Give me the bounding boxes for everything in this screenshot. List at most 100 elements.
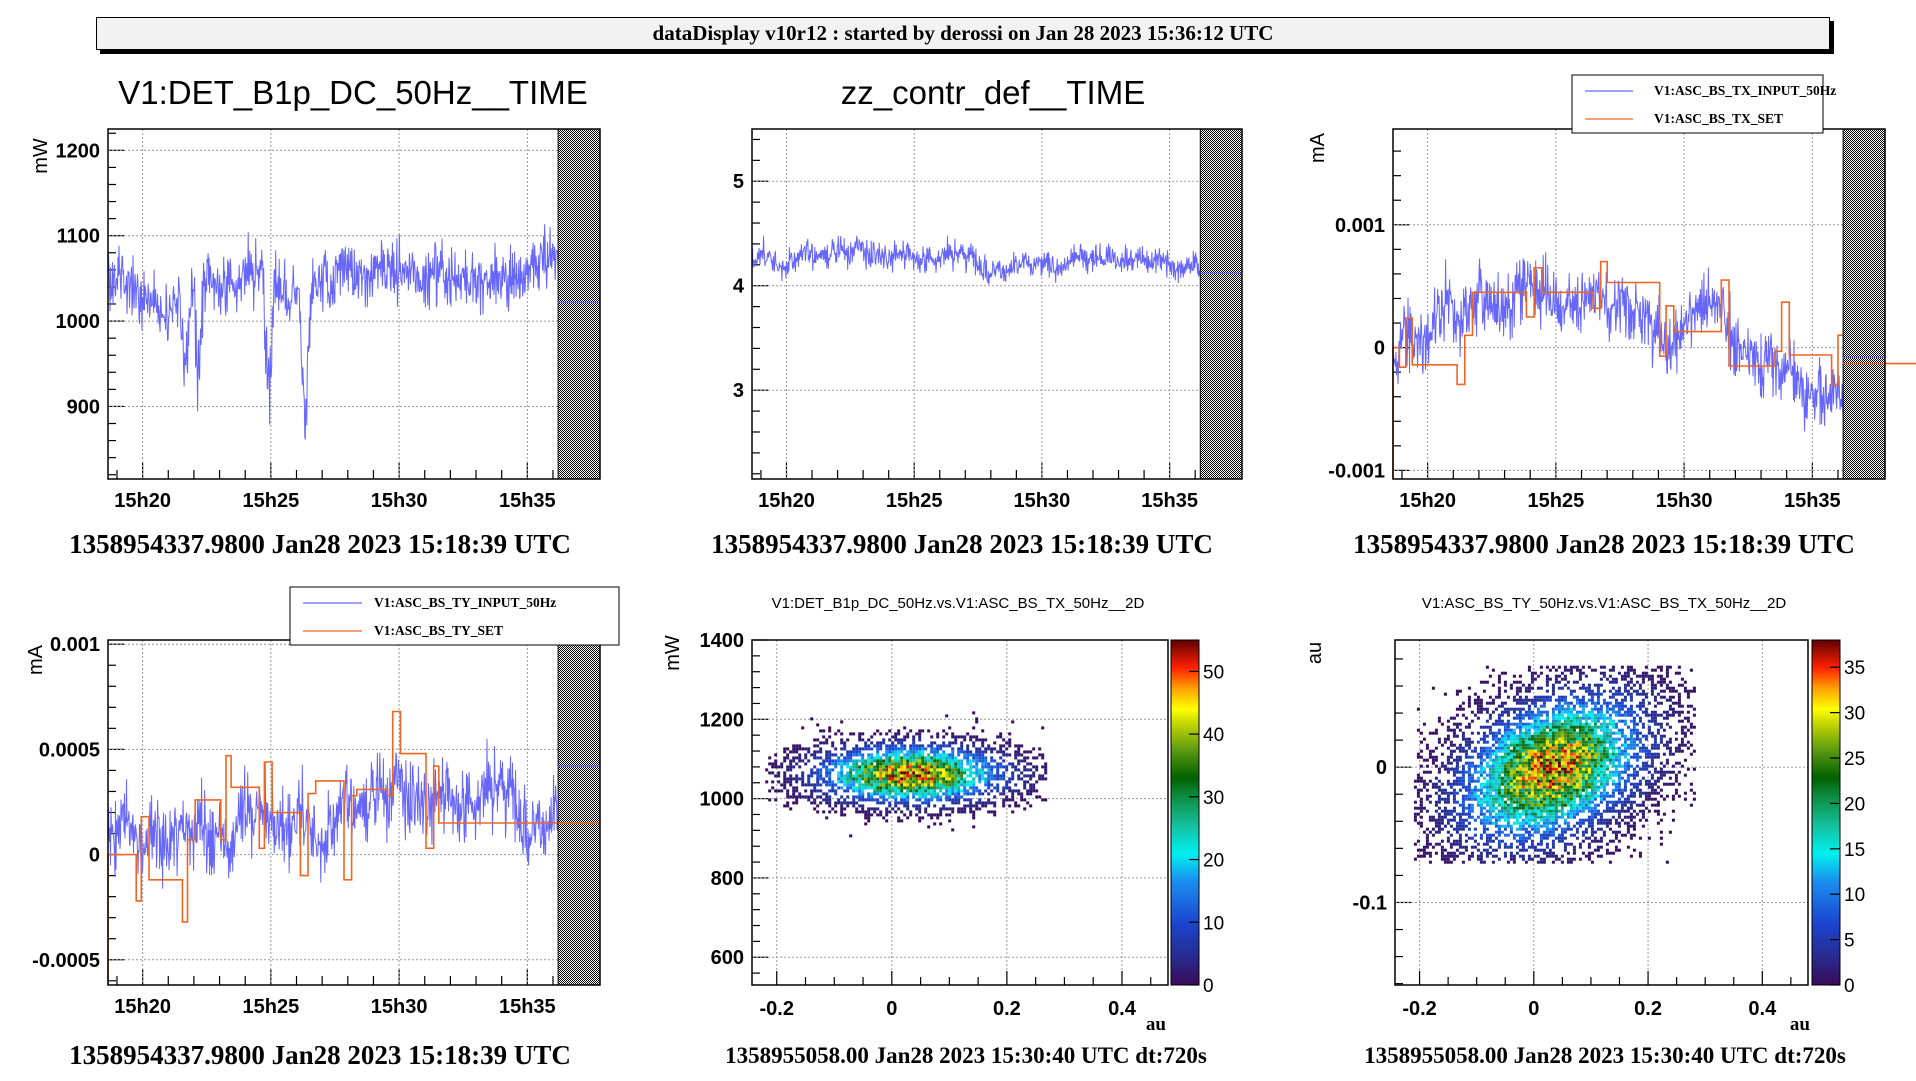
heatmap-cell bbox=[1494, 740, 1498, 744]
heatmap-cell bbox=[1599, 767, 1603, 771]
heatmap-cell bbox=[1533, 815, 1537, 819]
heatmap-cell bbox=[1653, 683, 1657, 687]
heatmap-cell bbox=[1590, 761, 1594, 765]
heatmap-cell bbox=[1029, 768, 1033, 772]
heatmap-cell bbox=[867, 819, 871, 823]
heatmap-cell bbox=[1485, 749, 1489, 753]
heatmap-cell bbox=[1569, 809, 1573, 813]
heatmap-cell bbox=[1611, 764, 1615, 768]
heatmap-cell bbox=[1611, 695, 1615, 699]
heatmap-cell bbox=[1545, 695, 1549, 699]
heatmap-cell bbox=[867, 786, 871, 790]
heatmap-cell bbox=[918, 738, 922, 742]
y-axis-label: mA bbox=[1307, 132, 1329, 163]
heatmap-cell bbox=[951, 759, 955, 763]
heatmap-cell bbox=[1539, 755, 1543, 759]
heatmap-cell bbox=[1503, 755, 1507, 759]
heatmap-cell bbox=[1455, 821, 1459, 825]
heatmap-cell bbox=[1653, 698, 1657, 702]
heatmap-cell bbox=[1497, 800, 1501, 804]
z-tick-label: 10 bbox=[1844, 885, 1865, 906]
heatmap-cell bbox=[1548, 731, 1552, 735]
heatmap-cell bbox=[1536, 770, 1540, 774]
heatmap-cell bbox=[963, 780, 967, 784]
heatmap-cell bbox=[1548, 677, 1552, 681]
heatmap-cell bbox=[879, 756, 883, 760]
heatmap-cell bbox=[1014, 756, 1018, 760]
heatmap-cell bbox=[1632, 731, 1636, 735]
heatmap-cell bbox=[861, 786, 865, 790]
heatmap-cell bbox=[915, 783, 919, 787]
heatmap-cell bbox=[1497, 773, 1501, 777]
heatmap-cell bbox=[1542, 818, 1546, 822]
heatmap-cell bbox=[1479, 854, 1483, 858]
heatmap-cell bbox=[1566, 728, 1570, 732]
heatmap-cell bbox=[1440, 809, 1444, 813]
heatmap-cell bbox=[1671, 689, 1675, 693]
heatmap-cell bbox=[1542, 710, 1546, 714]
heatmap-cell bbox=[822, 759, 826, 763]
heatmap-cell bbox=[1539, 776, 1543, 780]
heatmap-cell bbox=[1503, 851, 1507, 855]
heatmap-cell bbox=[1557, 857, 1561, 861]
heatmap-cell bbox=[1506, 743, 1510, 747]
heatmap-cell bbox=[1452, 800, 1456, 804]
heatmap-cell bbox=[1548, 800, 1552, 804]
heatmap-cell bbox=[1578, 716, 1582, 720]
heatmap-cell bbox=[948, 765, 952, 769]
heatmap-cell bbox=[882, 780, 886, 784]
heatmap-cell bbox=[933, 783, 937, 787]
heatmap-cell bbox=[885, 807, 889, 811]
heatmap-cell bbox=[1548, 695, 1552, 699]
heatmap-cell bbox=[1485, 818, 1489, 822]
heatmap-cell bbox=[912, 756, 916, 760]
heatmap-cell bbox=[981, 744, 985, 748]
heatmap-cell bbox=[873, 765, 877, 769]
heatmap-cell bbox=[831, 780, 835, 784]
heatmap-cell bbox=[1578, 722, 1582, 726]
heatmap-cell bbox=[1557, 734, 1561, 738]
heatmap-cell bbox=[939, 747, 943, 751]
heatmap-cell bbox=[951, 792, 955, 796]
heatmap-cell bbox=[1527, 791, 1531, 795]
heatmap-cell bbox=[1461, 845, 1465, 849]
heatmap-cell bbox=[1500, 710, 1504, 714]
heatmap-cell bbox=[1428, 755, 1432, 759]
heatmap-cell bbox=[774, 789, 778, 793]
heatmap-cell bbox=[1467, 686, 1471, 690]
heatmap-cell bbox=[1521, 758, 1525, 762]
heatmap-cell bbox=[909, 729, 913, 733]
heatmap-cell bbox=[1686, 716, 1690, 720]
heatmap-cell bbox=[1416, 755, 1420, 759]
y-tick-label: 4 bbox=[733, 276, 745, 298]
heatmap-cell bbox=[996, 768, 1000, 772]
heatmap-cell bbox=[1608, 716, 1612, 720]
heatmap-cell bbox=[1458, 812, 1462, 816]
heatmap-cell bbox=[1632, 740, 1636, 744]
heatmap-cell bbox=[1464, 818, 1468, 822]
heatmap-cell bbox=[1626, 668, 1630, 672]
heatmap-cell bbox=[1629, 854, 1633, 858]
heatmap-cell bbox=[1419, 779, 1423, 783]
heatmap-cell bbox=[1575, 668, 1579, 672]
heatmap-cell bbox=[1692, 791, 1696, 795]
heatmap-cell bbox=[1611, 782, 1615, 786]
heatmap-cell bbox=[882, 795, 886, 799]
heatmap-cell bbox=[1458, 704, 1462, 708]
heatmap-cell bbox=[936, 759, 940, 763]
heatmap-cell bbox=[1530, 671, 1534, 675]
heatmap-cell bbox=[942, 744, 946, 748]
heatmap-cell bbox=[837, 759, 841, 763]
heatmap-cell bbox=[969, 783, 973, 787]
heatmap-cell bbox=[1584, 689, 1588, 693]
heatmap-cell bbox=[1557, 740, 1561, 744]
heatmap-cell bbox=[1677, 683, 1681, 687]
heatmap-cell bbox=[1602, 764, 1606, 768]
heatmap-cell bbox=[1509, 758, 1513, 762]
